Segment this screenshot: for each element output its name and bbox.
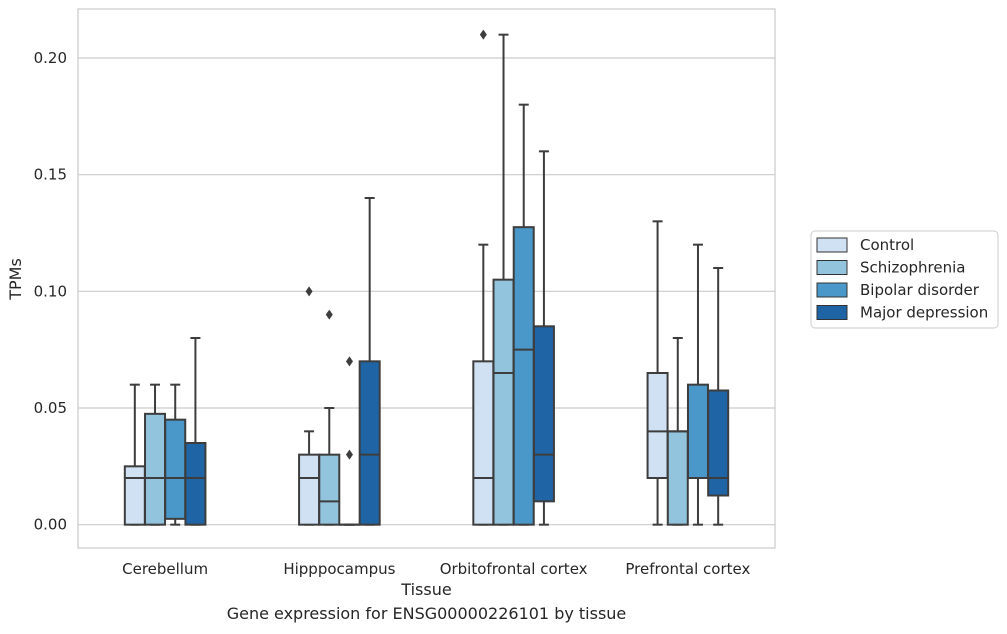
box-rect bbox=[512, 226, 535, 526]
box-group bbox=[144, 383, 167, 526]
box-group bbox=[646, 220, 669, 526]
box-group bbox=[492, 33, 515, 526]
y-tick-label: 0.05 bbox=[34, 399, 67, 417]
x-tick-label: Cerebellum bbox=[122, 560, 208, 578]
outlier-marker bbox=[345, 449, 353, 460]
box-rect bbox=[164, 418, 187, 520]
outlier-marker bbox=[305, 286, 313, 297]
legend-swatch bbox=[816, 237, 848, 253]
box-group bbox=[338, 356, 361, 526]
box-rect bbox=[144, 412, 167, 526]
legend-swatch bbox=[816, 305, 848, 320]
y-axis-label: TPMs bbox=[6, 258, 25, 301]
box-group bbox=[184, 337, 207, 526]
y-tick-label: 0.10 bbox=[34, 282, 67, 300]
outlier-marker bbox=[479, 29, 487, 40]
box-group bbox=[512, 103, 535, 526]
box-group bbox=[686, 243, 709, 526]
box-group bbox=[358, 197, 381, 526]
legend-frame bbox=[810, 230, 999, 329]
box-group bbox=[123, 383, 146, 526]
box-rect bbox=[707, 389, 730, 497]
legend-swatch bbox=[816, 282, 848, 298]
x-axis-label: Tissue bbox=[400, 580, 451, 599]
legend: Control Schizophrenia Bipolar disorder Majo… bbox=[810, 230, 999, 329]
x-tick-label: Hipppocampus bbox=[283, 560, 395, 578]
box-group bbox=[707, 267, 730, 526]
x-tick-label: Prefrontal cortex bbox=[625, 560, 750, 578]
legend-label: Schizophrenia bbox=[860, 259, 965, 277]
chart-caption: Gene expression for ENSG00000226101 by t… bbox=[226, 604, 627, 623]
box-rect bbox=[358, 360, 381, 526]
y-tick-labels: 0.00 0.05 0.10 0.15 0.20 bbox=[34, 49, 67, 534]
box-group bbox=[318, 309, 341, 526]
x-tick-labels: Cerebellum Hipppocampus Orbitofrontal cort… bbox=[122, 560, 750, 578]
outlier-marker bbox=[325, 309, 333, 320]
box-group bbox=[532, 150, 555, 526]
box-group bbox=[666, 337, 689, 526]
legend-label: Bipolar disorder bbox=[860, 281, 980, 299]
box-rect bbox=[666, 430, 689, 526]
y-tick-label: 0.15 bbox=[34, 166, 67, 184]
legend-swatch bbox=[816, 260, 848, 275]
box-rect bbox=[472, 360, 495, 526]
box-group bbox=[298, 286, 321, 526]
box-group bbox=[164, 383, 187, 526]
y-tick-label: 0.00 bbox=[34, 516, 67, 534]
box-group bbox=[472, 29, 495, 526]
box-layer bbox=[123, 29, 730, 526]
box-rect bbox=[184, 442, 207, 526]
box-rect bbox=[686, 383, 709, 479]
legend-label: Major depression bbox=[860, 304, 988, 322]
box-rect bbox=[123, 465, 146, 526]
box-rect bbox=[646, 372, 669, 479]
legend-label: Control bbox=[860, 236, 914, 254]
x-tick-label: Orbitofrontal cortex bbox=[440, 560, 588, 578]
box-rect bbox=[492, 278, 515, 526]
box-rect bbox=[532, 325, 555, 503]
outlier-marker bbox=[345, 356, 353, 367]
box-rect bbox=[298, 453, 321, 526]
box-rect bbox=[318, 453, 341, 526]
plot-frame bbox=[77, 8, 776, 549]
y-tick-label: 0.20 bbox=[34, 49, 67, 67]
